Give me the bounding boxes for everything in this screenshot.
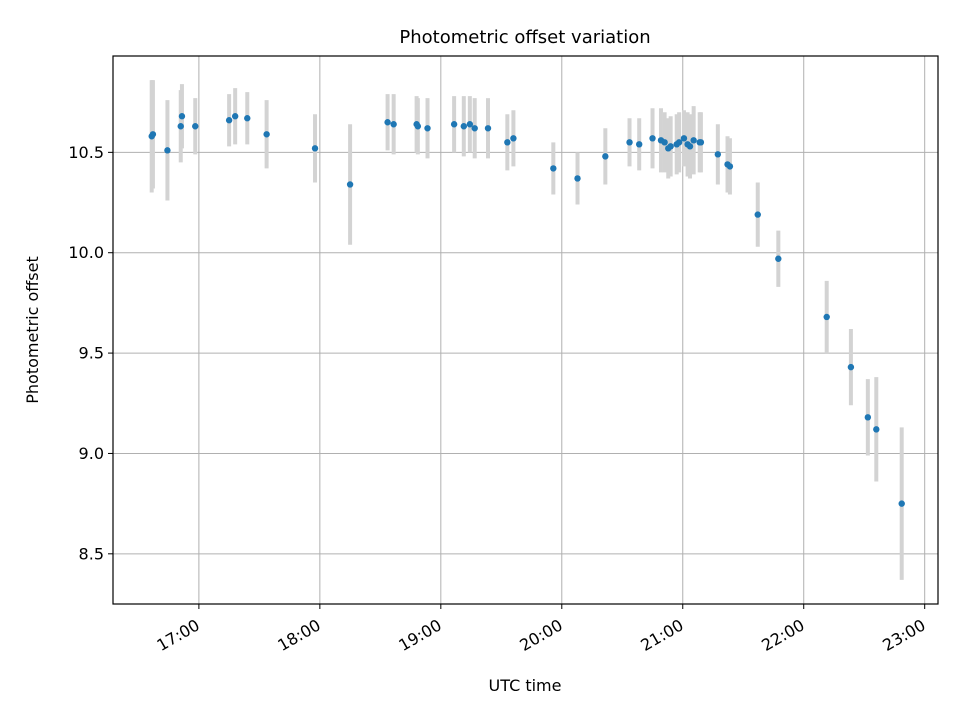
plot-area-frame (112, 55, 939, 605)
data-point (504, 139, 511, 146)
data-point (550, 165, 557, 172)
data-point (471, 125, 478, 132)
data-point (636, 141, 643, 148)
data-point (164, 147, 171, 154)
y-axis-label: Photometric offset (23, 256, 42, 404)
data-points (148, 113, 905, 507)
data-point (225, 117, 233, 124)
data-point (149, 131, 157, 138)
x-axis-label: UTC time (489, 676, 562, 695)
chart-title: Photometric offset variation (399, 27, 650, 48)
data-point (466, 121, 474, 128)
data-point (754, 211, 761, 218)
data-point (864, 414, 872, 421)
data-point (484, 125, 492, 132)
y-tick-label: 10.0 (68, 243, 104, 262)
data-point (177, 123, 184, 130)
data-point (697, 139, 705, 146)
data-point (667, 143, 674, 150)
data-point (263, 131, 270, 138)
y-tick-label: 9.0 (79, 444, 104, 463)
data-point (510, 135, 517, 142)
data-point (661, 139, 668, 146)
data-point (714, 151, 722, 158)
data-point (898, 500, 905, 507)
y-tick-label: 8.5 (79, 544, 104, 563)
y-tick-label: 9.5 (79, 344, 104, 363)
data-point (726, 163, 734, 170)
data-point (602, 153, 609, 160)
y-axis-ticks: 8.5 9.0 9.5 10.0 10.5 (68, 143, 113, 563)
data-point (311, 145, 319, 152)
data-point (690, 137, 697, 144)
data-point (675, 139, 683, 146)
y-tick-label: 10.5 (68, 143, 104, 162)
data-point (178, 113, 186, 120)
data-point (626, 139, 633, 146)
data-point (244, 115, 251, 122)
data-point (384, 119, 391, 126)
data-point (873, 426, 880, 433)
data-point (390, 121, 397, 128)
data-point (680, 135, 688, 142)
data-point (346, 181, 354, 188)
data-point (847, 363, 855, 371)
data-point (823, 313, 830, 321)
data-point (460, 123, 468, 130)
data-point (775, 255, 782, 262)
data-point (424, 125, 431, 132)
data-point (686, 143, 694, 150)
data-point (192, 123, 199, 130)
data-point (574, 175, 581, 182)
data-point (414, 123, 422, 130)
data-point (649, 135, 656, 142)
data-point (450, 121, 458, 128)
grid (113, 56, 938, 604)
data-point (231, 113, 239, 120)
